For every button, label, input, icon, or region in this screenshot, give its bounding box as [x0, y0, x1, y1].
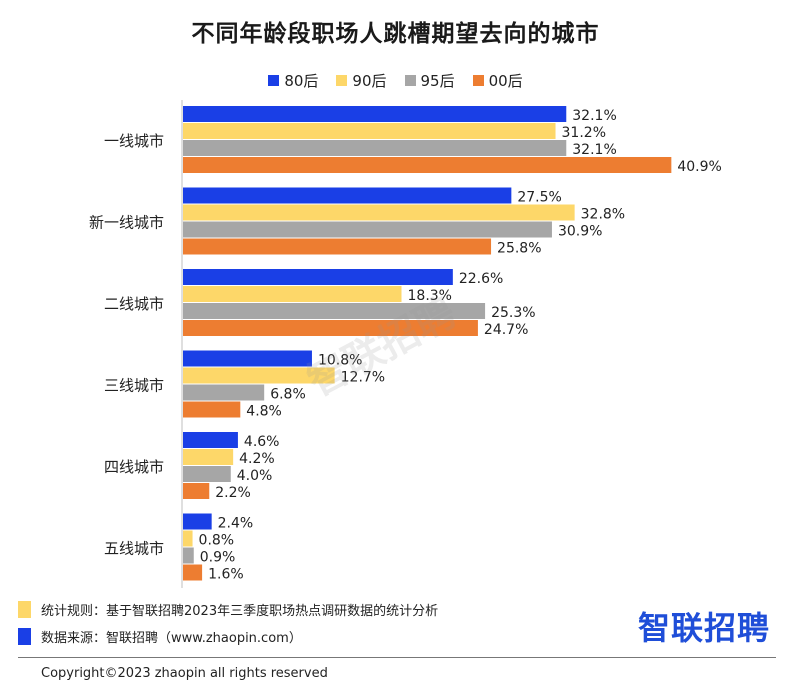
data-label: 32.1% [572, 108, 616, 124]
data-label: 6.8% [270, 387, 306, 403]
note-swatch-blue [18, 628, 31, 645]
note-stat-rule: 统计规则：基于智联招聘2023年三季度职场热点调研数据的统计分析 [18, 600, 438, 619]
data-label: 25.8% [497, 241, 541, 257]
bar [183, 140, 567, 156]
bar [183, 564, 203, 581]
data-label: 2.2% [215, 485, 251, 501]
legend-label: 00后 [488, 72, 523, 90]
legend-swatch [268, 75, 280, 86]
data-label: 40.9% [677, 159, 721, 175]
legend-item: 95后 [404, 70, 455, 91]
data-label: 4.0% [237, 468, 273, 484]
footer-divider [18, 657, 776, 658]
bar [183, 513, 212, 530]
category-label: 五线城市 [104, 540, 164, 558]
legend-label: 80后 [284, 72, 319, 90]
bar [183, 432, 238, 448]
data-label: 4.2% [239, 451, 275, 467]
category-label: 四线城市 [104, 458, 164, 476]
bar [183, 384, 265, 401]
data-label: 32.8% [581, 207, 625, 223]
data-label: 32.1% [572, 142, 616, 158]
data-label: 27.5% [517, 190, 561, 206]
note-swatch-yellow [18, 601, 31, 618]
legend-item: 80后 [268, 70, 318, 91]
data-label: 2.4% [218, 516, 254, 532]
legend-label: 90后 [352, 72, 387, 90]
chart-title: 不同年龄段职场人跳槽期望去向的城市 [191, 21, 600, 47]
data-label: 24.7% [484, 322, 528, 338]
legend-item: 00后 [472, 70, 523, 91]
bar [183, 303, 486, 319]
data-label: 1.6% [208, 567, 244, 583]
legend-swatch [336, 75, 348, 86]
bar [183, 483, 210, 499]
chart-legend: 80后 90后 95后 00后 [0, 70, 791, 91]
category-label: 新一线城市 [89, 214, 164, 232]
bar [183, 204, 575, 221]
data-label: 25.3% [491, 305, 535, 321]
bar [183, 106, 567, 122]
bar [183, 221, 552, 238]
category-label: 一线城市 [104, 132, 164, 150]
bar [183, 157, 672, 173]
bar-chart: 一线城市 32.1%31.2%32.1% 40.9% 新一线城市 27.5% 32.8%3… [89, 100, 722, 588]
data-label: 4.8% [246, 404, 282, 420]
category-label: 三线城市 [104, 377, 164, 395]
data-label: 0.8% [199, 533, 235, 549]
bar [183, 320, 478, 336]
data-label: 4.6% [244, 434, 280, 450]
copyright-text: Copyright©2023 zhaopin all rights reserv… [41, 666, 328, 681]
data-label: 12.7% [341, 370, 385, 386]
bar [183, 286, 402, 302]
data-label: 30.9% [558, 224, 602, 240]
legend-item: 90后 [336, 70, 387, 91]
bar [183, 367, 335, 384]
data-label: 0.9% [200, 550, 236, 566]
data-label: 18.3% [408, 288, 452, 304]
legend-swatch [404, 75, 416, 86]
bar [183, 530, 193, 547]
category-label: 二线城市 [104, 295, 164, 313]
data-label: 22.6% [459, 271, 503, 287]
bar [183, 238, 492, 255]
data-label: 10.8% [318, 353, 362, 369]
bar [183, 269, 453, 285]
note-data-source-text: 数据来源：智联招聘（www.zhaopin.com） [41, 631, 302, 646]
legend-swatch [472, 75, 484, 86]
data-label: 31.2% [562, 125, 606, 141]
bar [183, 547, 194, 564]
note-data-source: 数据来源：智联招聘（www.zhaopin.com） [18, 627, 302, 646]
bar [183, 449, 234, 465]
brand-logo: 智联招聘 [638, 609, 771, 647]
bar [183, 401, 241, 418]
bar [183, 466, 231, 482]
legend-label: 95后 [420, 72, 455, 90]
note-stat-rule-text: 统计规则：基于智联招聘2023年三季度职场热点调研数据的统计分析 [41, 604, 439, 619]
bar [183, 187, 512, 204]
bar [183, 350, 312, 367]
bar [183, 123, 556, 139]
